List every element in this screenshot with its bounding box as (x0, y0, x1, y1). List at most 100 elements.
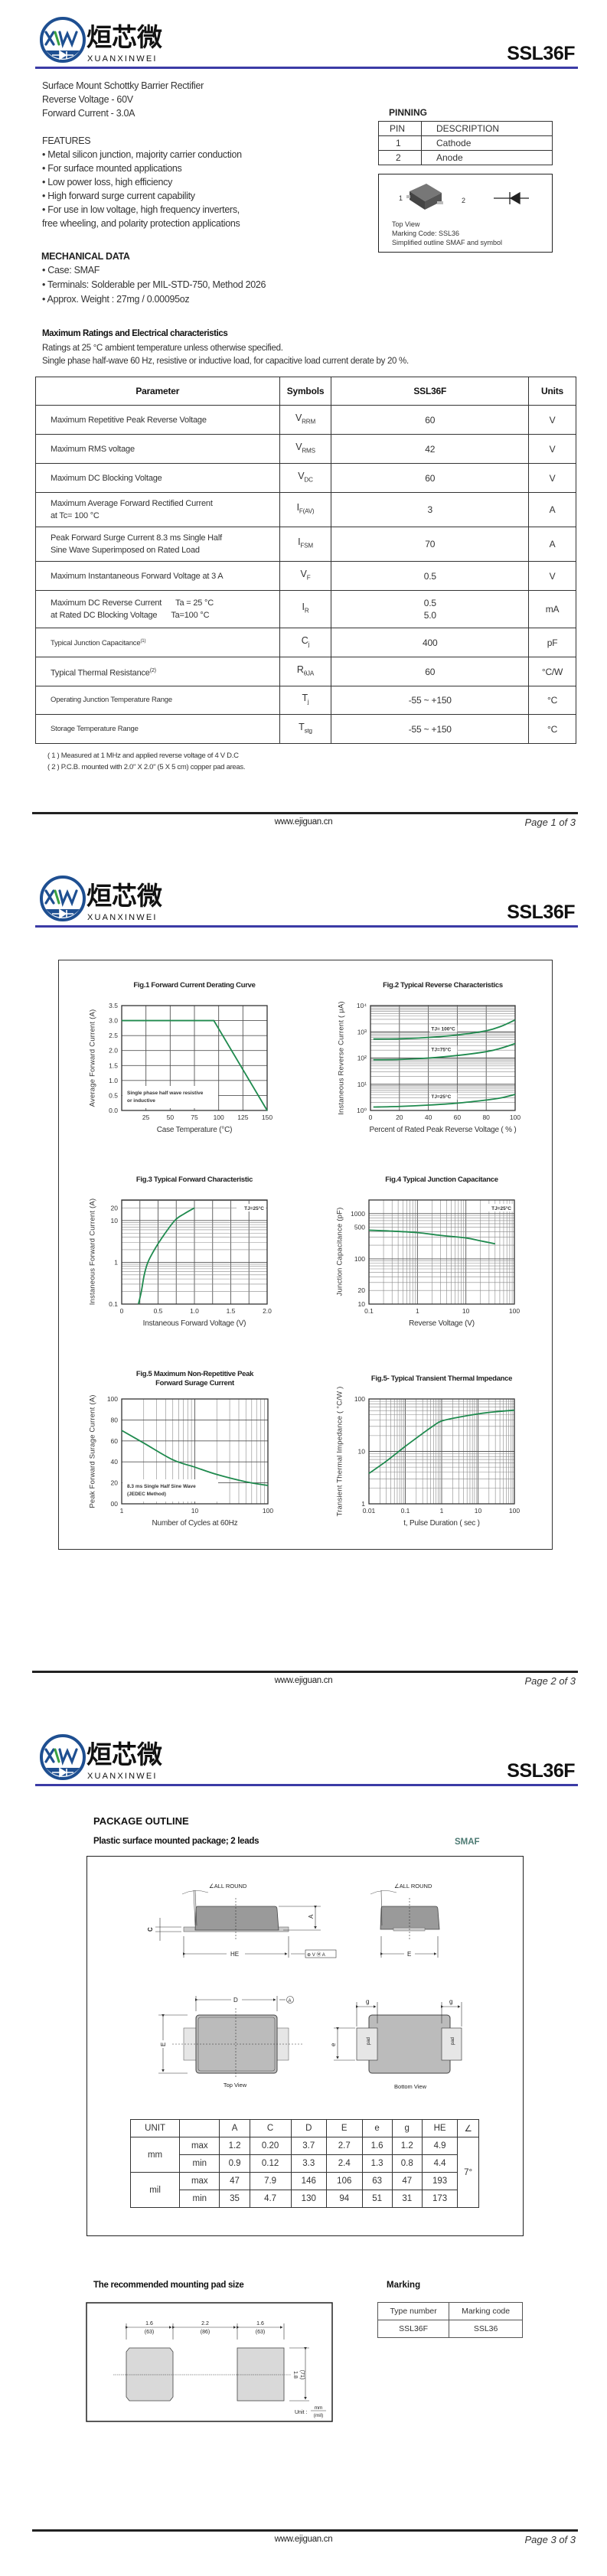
gdt-frame-label: ⊕ V Ⓜ A (307, 1952, 325, 1958)
footer-rule (32, 2529, 578, 2532)
parameter-text: Sine Wave Superimposed on Rated Load (51, 546, 200, 555)
dim-value: 106 (326, 2172, 363, 2190)
unit: A (528, 492, 576, 527)
parameter-text: Maximum Average Forward Rectified Curren… (51, 499, 213, 508)
chart-title: Fig.2 Typical Reverse Characteristics (344, 981, 543, 990)
table-row: Maximum Average Forward Rectified Curren… (35, 492, 576, 527)
pad-height-mm: 1.8 (292, 2371, 298, 2379)
y-tick-label: 100 (354, 1255, 365, 1263)
symbol: V (295, 412, 302, 423)
footer-rule (32, 1671, 578, 1673)
table-row: mil max 47 7.9 146 106 63 47 193 (129, 2172, 479, 2208)
y-tick-label: 20 (111, 1479, 119, 1487)
plot-frame (121, 1199, 268, 1305)
x-tick-label: 10 (462, 1307, 470, 1315)
symbol: V (295, 441, 302, 452)
series-line (373, 1042, 516, 1061)
dim-value: 63 (361, 2172, 393, 2190)
side-view: ∠ALL ROUND A C HE ⊕ V Ⓜ A (147, 1883, 337, 1958)
dim-g-label: g (366, 1998, 369, 2005)
dim-header: ∠ (457, 2119, 479, 2137)
x-tick-label: 0 (120, 1307, 124, 1315)
pad-gap-mm: 2.2 (201, 2321, 209, 2327)
series-label: TJ=75°C (431, 1047, 451, 1053)
symbol: V (300, 568, 307, 579)
dim-header (179, 2119, 220, 2137)
package-outline-box: 1 2 Top View Marking Code: SSL36 Simplif… (378, 174, 553, 253)
unit: A (528, 527, 576, 562)
condition-text: Ta=100 °C (171, 611, 210, 620)
plot-frame (121, 1398, 269, 1505)
chart-title-line: Forward Surage Current (155, 1379, 234, 1387)
package-3d-icon (406, 184, 443, 210)
column-header: Symbols (279, 377, 332, 406)
bottom-view: pad pad g g e Bottom View (330, 1998, 462, 2090)
dim-header: e (361, 2119, 393, 2137)
top-view: D A E Top View (158, 1996, 302, 2089)
value: 0.5 (423, 570, 436, 582)
brand-name-cn: 烜芯微 (86, 881, 162, 911)
value: 0.5 (423, 598, 436, 608)
brand-name-en: XUANXINWEI (87, 1772, 158, 1781)
brand-name-en: XUANXINWEI (87, 913, 158, 922)
feature-item: • High forward surge current capability (42, 191, 195, 201)
symbol-subscript: R (304, 607, 309, 615)
unit: °C/W (528, 657, 576, 686)
dim-value: 3.3 (290, 2154, 328, 2173)
mechanical-item: • Terminals: Solderable per MIL-STD-750,… (42, 279, 266, 290)
pin-2-label: 2 (462, 197, 465, 204)
pad-width-mm: 1.6 (256, 2321, 264, 2327)
annotation-text: TJ=25°C (244, 1205, 264, 1211)
symbol-subscript: j (307, 698, 309, 706)
feature-item: free wheeling, and polarity protection a… (42, 218, 240, 229)
diode-symbol-icon (494, 191, 529, 205)
parameter-text: Peak Forward Surge Current 8.3 ms Single… (51, 533, 222, 543)
package-outline-title: PACKAGE OUTLINE (93, 1815, 189, 1827)
series-line (373, 1094, 516, 1108)
website-link[interactable]: www.ejiguan.cn (274, 2535, 333, 2544)
all-round-label: ∠ALL ROUND (394, 1883, 432, 1890)
intro-line: Surface Mount Schottky Barrier Rectifier (42, 80, 204, 91)
unit-mm: mm (315, 2405, 323, 2411)
parameter-text: Typical Thermal Resistance (51, 668, 150, 678)
annotation-text: (JEDEC Method) (127, 1492, 166, 1497)
table-row: Storage Temperature Range Tstg -55 ~ +150 °… (35, 714, 576, 744)
x-tick-label: 10 (191, 1507, 199, 1515)
dim-value: 1.3 (361, 2154, 393, 2173)
dim-value: 4.9 (421, 2137, 459, 2155)
parameter-text: at Rated DC Blocking Voltage (51, 611, 158, 620)
y-axis-label: Instaneous Forward Current (A) (88, 1198, 97, 1306)
symbol-subscript: DC (304, 476, 313, 484)
x-tick-label: 1.0 (190, 1307, 199, 1315)
parameter-text: Maximum RMS voltage (51, 444, 135, 454)
y-tick-label: 10² (357, 1055, 367, 1062)
y-tick-label: 2.0 (109, 1047, 118, 1055)
y-tick-label: 60 (111, 1437, 119, 1445)
plot-frame (121, 1005, 268, 1111)
angle-value: 7° (457, 2137, 479, 2208)
value: -55 ~ +150 (408, 695, 452, 706)
brand-name-cn: 烜芯微 (86, 1740, 162, 1769)
part-number: SSL36F (507, 43, 575, 64)
mechanical-item: • Case: SMAF (42, 265, 100, 276)
parameter-text: Maximum DC Reverse Current (51, 598, 162, 608)
dim-value: 173 (421, 2190, 459, 2208)
pad-label: pad (367, 2037, 371, 2045)
marking-code-header: Marking code (449, 2302, 523, 2320)
y-axis-label: Average Forward Current (A) (88, 1009, 97, 1107)
pin-header: PIN (378, 121, 422, 136)
pin-1-label: 1 (399, 194, 403, 202)
website-link[interactable]: www.ejiguan.cn (274, 1676, 333, 1685)
website-link[interactable]: www.ejiguan.cn (274, 817, 333, 827)
dim-value: 47 (391, 2172, 423, 2190)
symbol-subscript: stg (304, 727, 312, 735)
table-row: Maximum RMS voltage VRMS 42 V (35, 434, 576, 464)
package-type: SMAF (455, 1837, 480, 1847)
dim-value: 0.9 (219, 2154, 250, 2173)
dim-header: UNIT (129, 2119, 181, 2137)
chart-plot: 0 20 40 60 80 100 10⁰ 10¹ 10² 10³ 10⁴ TJ= 100°C TJ=7… (357, 1002, 521, 1121)
top-view-label: Top View (224, 2082, 247, 2089)
dim-E-label: E (407, 1951, 411, 1958)
footnote: ( 1 ) Measured at 1 MHz and applied reve… (47, 752, 239, 760)
y-tick-label: 20 (111, 1204, 119, 1211)
